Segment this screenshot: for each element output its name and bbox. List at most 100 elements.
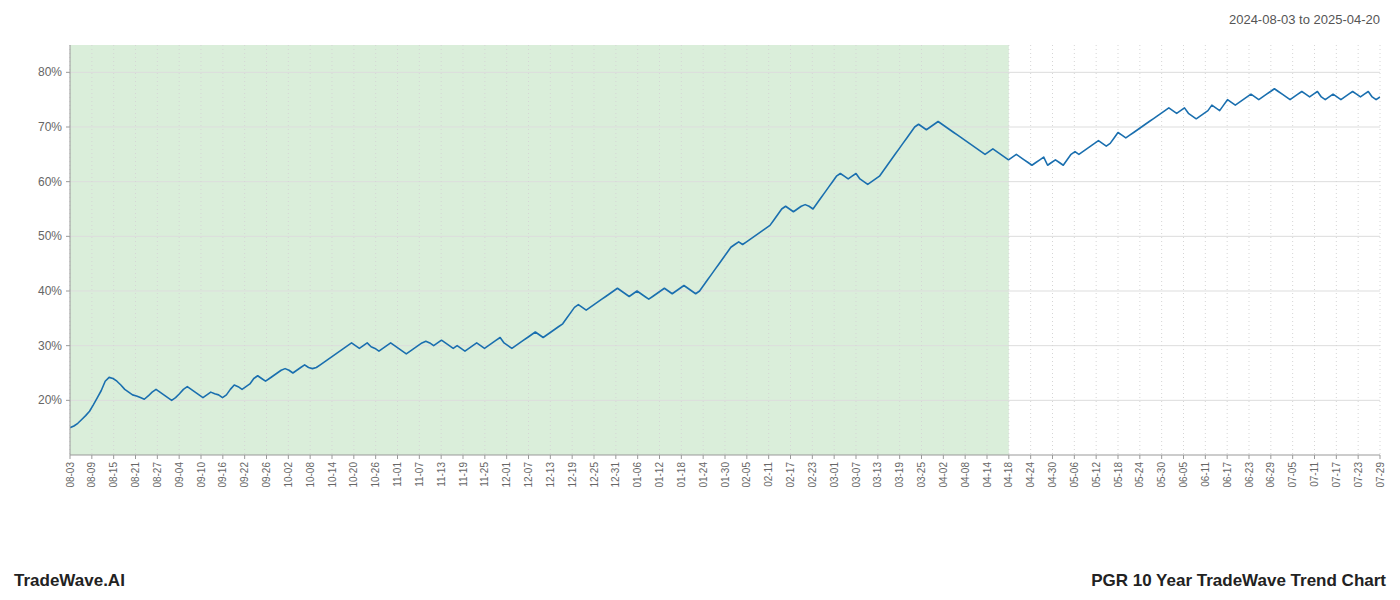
x-tick-label: 10-20 <box>348 462 359 488</box>
grid-line-x <box>70 45 71 455</box>
x-tick-label: 01-30 <box>720 462 731 488</box>
grid-line-x <box>506 45 507 455</box>
y-tick-label: 60% <box>38 175 62 189</box>
grid-line-x <box>594 45 595 455</box>
grid-line-x <box>637 45 638 455</box>
grid-line-x <box>725 45 726 455</box>
x-tick <box>528 455 529 459</box>
y-tick <box>66 181 70 182</box>
grid-line-x <box>768 45 769 455</box>
shaded-region <box>70 45 1009 455</box>
x-tick <box>1336 455 1337 459</box>
x-tick <box>506 455 507 459</box>
line <box>70 89 1380 428</box>
chart: 20%30%40%50%60%70%80%08-0308-0908-1508-2… <box>0 0 1400 600</box>
grid-line-x <box>1336 45 1337 455</box>
x-tick-label: 03-01 <box>829 462 840 488</box>
x-tick-label: 06-05 <box>1178 462 1189 488</box>
grid-line-x <box>157 45 158 455</box>
x-tick-label: 02-11 <box>763 462 774 487</box>
x-tick <box>463 455 464 459</box>
grid-line-x <box>353 45 354 455</box>
x-tick-label: 11-01 <box>392 462 403 487</box>
grid-line-y <box>70 72 1380 73</box>
y-tick <box>66 400 70 401</box>
grid-line-x <box>681 45 682 455</box>
x-tick <box>746 455 747 459</box>
x-tick-label: 12-25 <box>589 462 600 488</box>
grid-line-x <box>288 45 289 455</box>
grid-line-y <box>70 291 1380 292</box>
x-tick <box>1118 455 1119 459</box>
x-tick <box>179 455 180 459</box>
grid-line-x <box>310 45 311 455</box>
x-tick-label: 07-05 <box>1287 462 1298 488</box>
x-tick-label: 08-21 <box>130 462 141 488</box>
grid-line-x <box>1118 45 1119 455</box>
x-tick <box>375 455 376 459</box>
x-tick-label: 01-12 <box>654 462 665 488</box>
grid-line-x <box>1030 45 1031 455</box>
x-tick-label: 07-29 <box>1375 462 1386 488</box>
x-tick-label: 10-02 <box>283 462 294 488</box>
grid-line-x <box>921 45 922 455</box>
x-tick <box>419 455 420 459</box>
x-tick-label: 01-24 <box>698 462 709 488</box>
grid-line-x <box>1139 45 1140 455</box>
grid-line-x <box>812 45 813 455</box>
x-tick-label: 12-13 <box>545 462 556 488</box>
x-tick-label: 05-18 <box>1113 462 1124 488</box>
x-tick <box>201 455 202 459</box>
x-tick <box>681 455 682 459</box>
x-tick <box>1161 455 1162 459</box>
y-tick <box>66 291 70 292</box>
y-tick <box>66 345 70 346</box>
x-tick-label: 11-07 <box>414 462 425 487</box>
x-tick-label: 04-30 <box>1047 462 1058 488</box>
x-tick <box>244 455 245 459</box>
x-tick <box>1030 455 1031 459</box>
x-tick-label: 04-02 <box>938 462 949 488</box>
grid-line-x <box>419 45 420 455</box>
x-tick-label: 06-23 <box>1244 462 1255 488</box>
x-tick-label: 10-14 <box>327 462 338 488</box>
grid-line-x <box>484 45 485 455</box>
grid-line-x <box>91 45 92 455</box>
x-tick <box>1205 455 1206 459</box>
y-tick-label: 40% <box>38 284 62 298</box>
grid-line-x <box>528 45 529 455</box>
grid-line-x <box>877 45 878 455</box>
x-tick-label: 02-05 <box>741 462 752 488</box>
x-tick-label: 06-11 <box>1200 462 1211 487</box>
y-tick-label: 20% <box>38 393 62 407</box>
grid-line-x <box>1380 45 1381 455</box>
grid-line-x <box>135 45 136 455</box>
x-tick <box>921 455 922 459</box>
x-tick-label: 05-12 <box>1091 462 1102 488</box>
x-tick <box>1008 455 1009 459</box>
grid-line-x <box>441 45 442 455</box>
x-tick <box>1074 455 1075 459</box>
x-tick-label: 08-27 <box>152 462 163 488</box>
x-tick-label: 08-09 <box>86 462 97 488</box>
x-tick <box>812 455 813 459</box>
x-tick <box>332 455 333 459</box>
grid-line-y <box>70 400 1380 401</box>
title: PGR 10 Year TradeWave Trend Chart <box>1091 571 1386 590</box>
axes: 20%30%40%50%60%70%80%08-0308-0908-1508-2… <box>38 45 1386 488</box>
grid-line-x <box>1096 45 1097 455</box>
x-tick <box>877 455 878 459</box>
x-tick <box>790 455 791 459</box>
x-tick <box>266 455 267 459</box>
grid-line-x <box>375 45 376 455</box>
x-tick <box>1096 455 1097 459</box>
grid-line-x <box>746 45 747 455</box>
grid-line-x <box>463 45 464 455</box>
grid-line-x <box>965 45 966 455</box>
x-tick <box>768 455 769 459</box>
x-tick <box>1358 455 1359 459</box>
x-tick <box>157 455 158 459</box>
grid-line-x <box>659 45 660 455</box>
x-tick-label: 02-23 <box>807 462 818 488</box>
grid-line-x <box>943 45 944 455</box>
